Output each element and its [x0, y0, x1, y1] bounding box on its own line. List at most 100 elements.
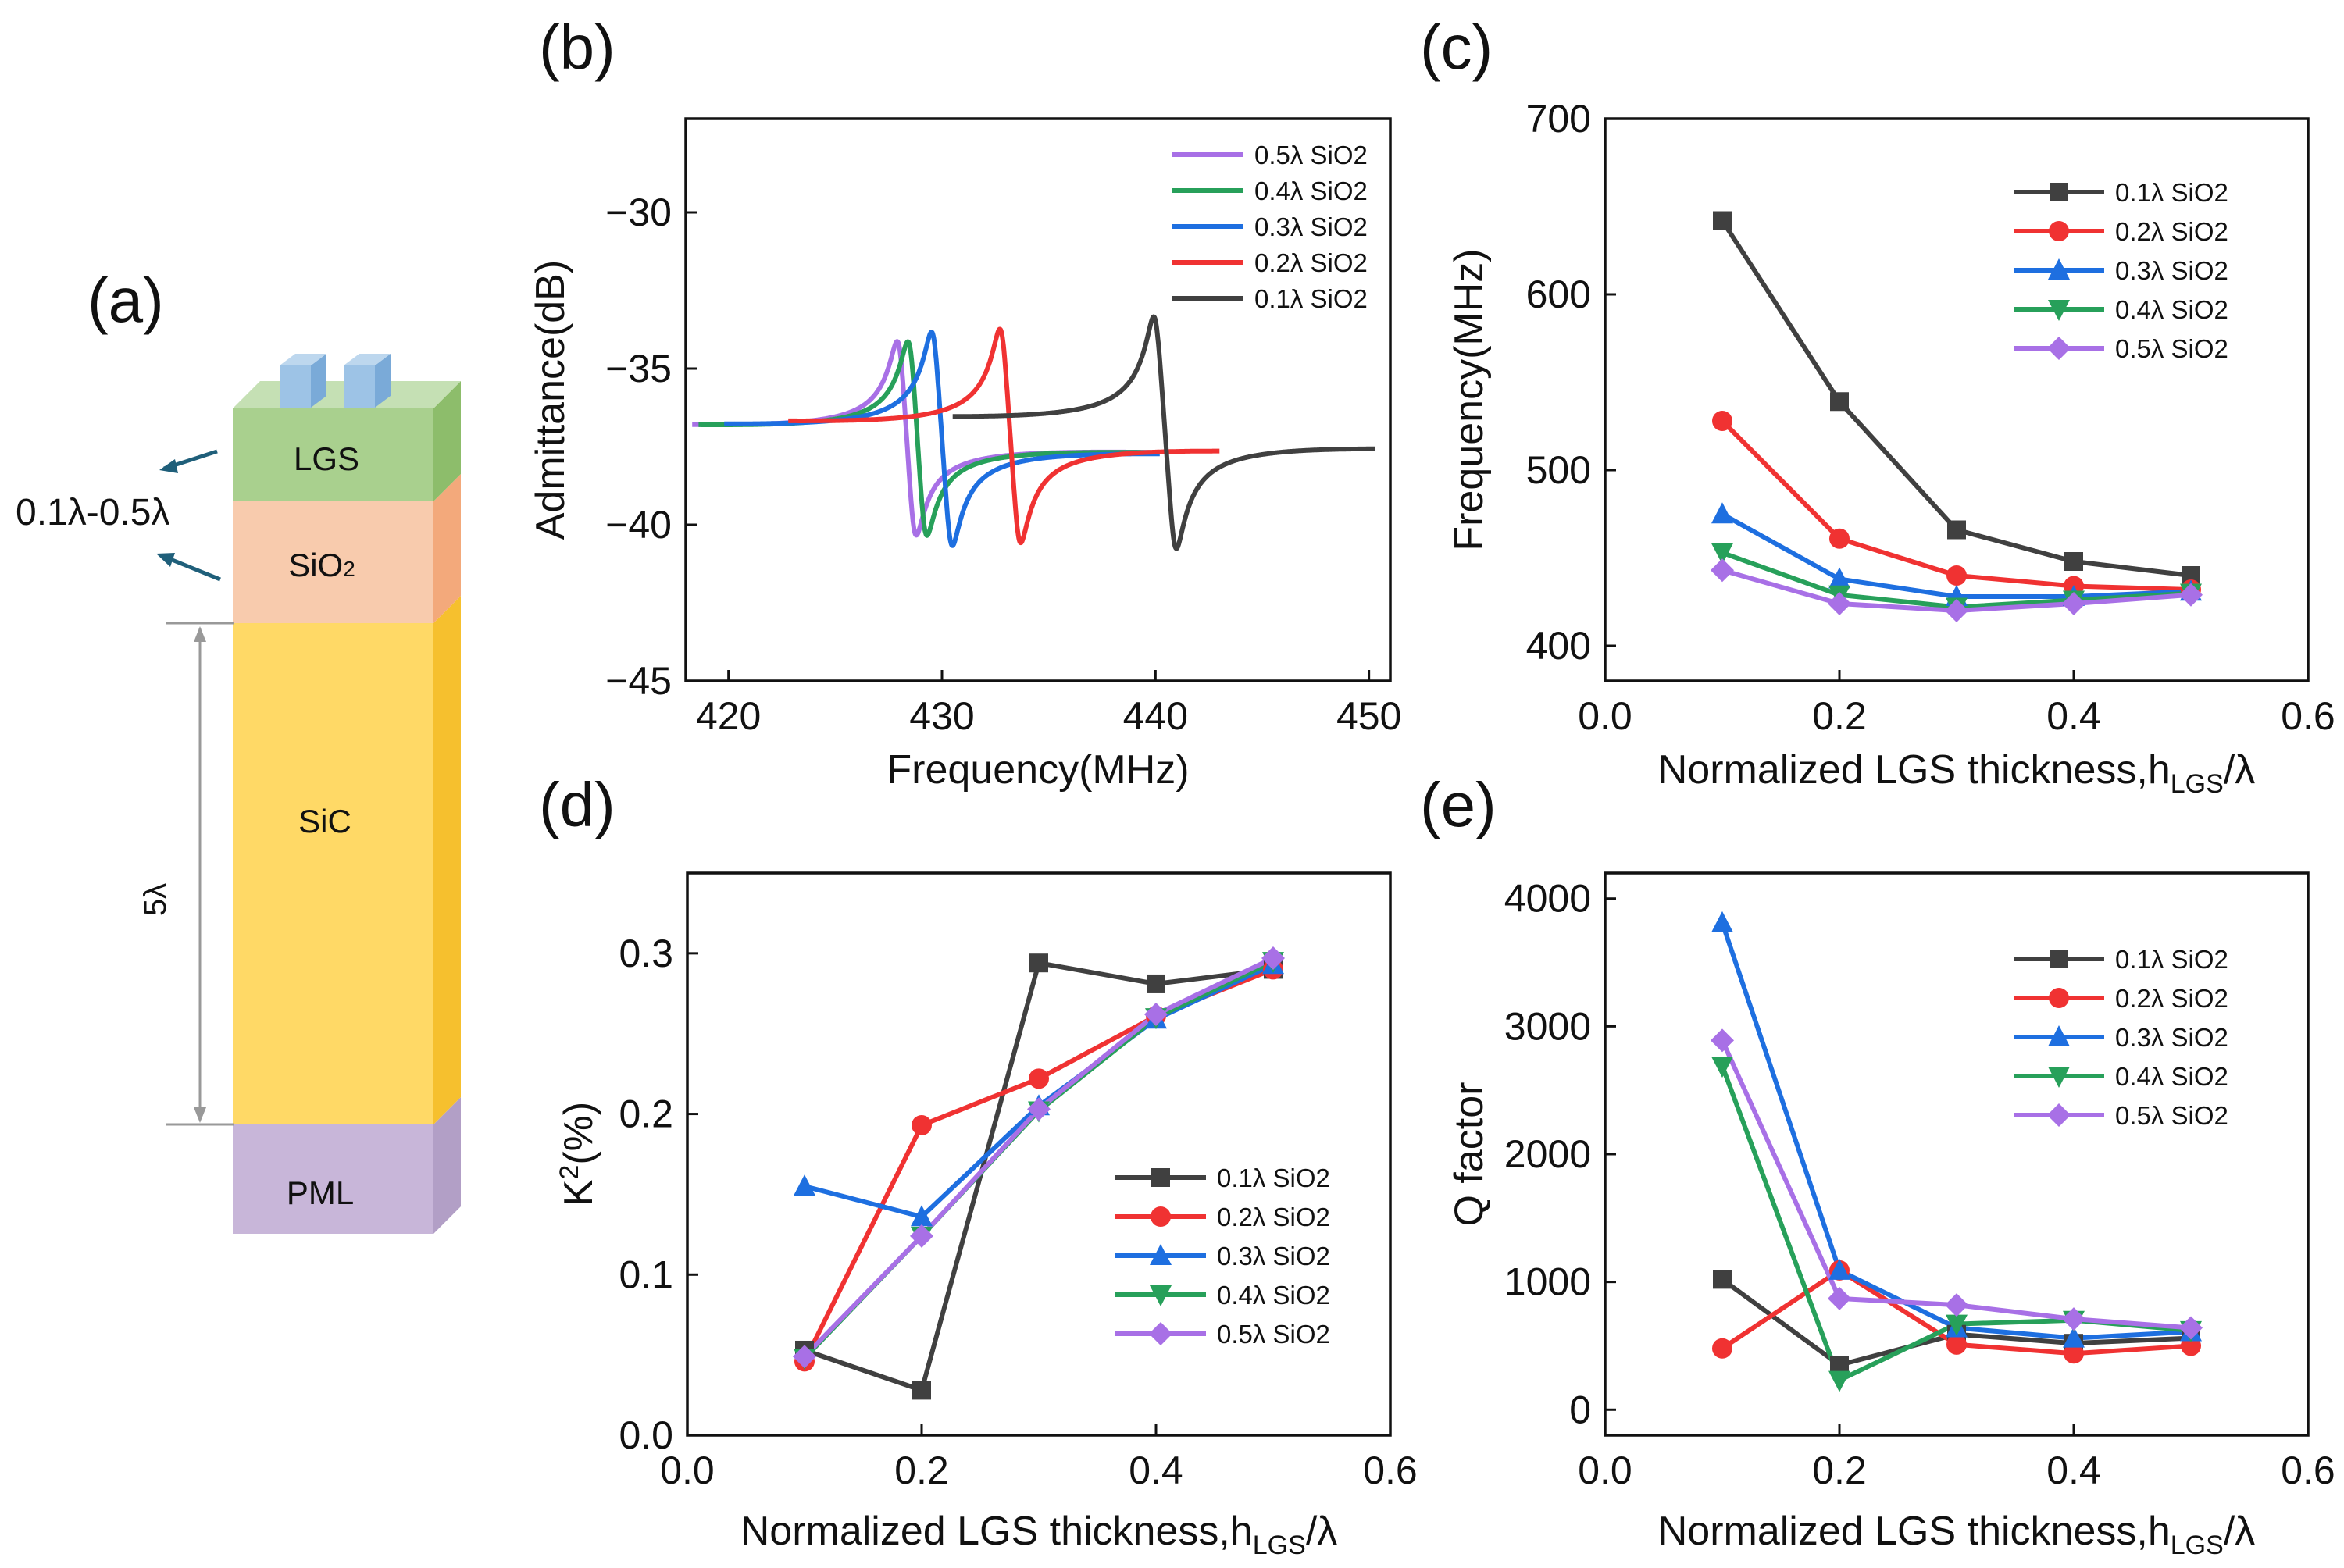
pml-layer-front	[233, 1124, 433, 1234]
plot-area	[690, 314, 1378, 551]
data-point	[1029, 953, 1048, 973]
data-point	[794, 1174, 815, 1196]
series-line	[1720, 419, 2192, 592]
panel-a: (a) PML SiC SiO2 LGS	[16, 265, 461, 1234]
sio2-label: SiO2	[288, 547, 355, 583]
electrode-left	[280, 354, 326, 408]
x-tick-label: 0.0	[1578, 694, 1632, 738]
legend-label: 0.1λ SiO2	[2115, 178, 2228, 207]
y-tick-label: 2000	[1504, 1132, 1591, 1176]
legend-marker	[2049, 988, 2069, 1008]
legend-marker	[2047, 337, 2071, 360]
series-line-0-1-SiO2	[951, 314, 1378, 551]
panel-a-letter: (a)	[87, 265, 164, 335]
legend-marker	[1151, 1168, 1170, 1187]
chart-panels: (b) 420 430 440 450 −30 −35 −40 −45 0.5λ SiO2 0.4λ…	[528, 12, 2335, 1560]
y-axis-label: K2(%)	[555, 1102, 601, 1206]
data-point	[912, 1381, 931, 1400]
plot-area	[793, 946, 1285, 1400]
legend-label: 0.1λ SiO2	[1254, 284, 1368, 313]
data-point	[793, 1345, 816, 1369]
x-tick-label: 0.4	[2046, 1449, 2101, 1492]
electrode-right	[344, 354, 391, 408]
legend-label: 0.4λ SiO2	[1254, 176, 1368, 205]
legend-marker	[1149, 1322, 1172, 1345]
sio2-layer-front	[233, 501, 433, 623]
legend-marker	[2050, 950, 2068, 968]
chart-panel-b: (b) 420 430 440 450 −30 −35 −40 −45 0.5λ SiO2 0.4λ…	[528, 12, 1401, 793]
y-axis-label: Q factor	[1447, 1082, 1492, 1227]
data-point	[1711, 911, 1733, 932]
x-axis-label: Normalized LGS thickness,hLGS/λ	[1658, 1509, 2256, 1560]
legend-marker	[2048, 1025, 2070, 1046]
data-point	[1828, 1370, 1850, 1392]
chart-panel-e: (e) 0.0 0.2 0.4 0.6 0 1000 2000 3000 4000 0.1λ SiO…	[1420, 770, 2335, 1560]
legend-label: 0.5λ SiO2	[1217, 1320, 1330, 1349]
data-point	[1711, 1057, 1733, 1078]
data-point	[1713, 1270, 1732, 1289]
x-tick-label: 440	[1123, 694, 1188, 738]
data-point	[1946, 1334, 1967, 1355]
legend-marker	[2050, 183, 2068, 201]
range-arrowhead-top	[159, 459, 178, 473]
legend-label: 0.3λ SiO2	[1254, 212, 1368, 241]
legend-marker	[2048, 300, 2070, 321]
data-point	[1946, 1314, 1968, 1336]
data-point	[912, 1114, 932, 1135]
y-tick-label: 4000	[1504, 877, 1591, 921]
pml-label: PML	[287, 1174, 354, 1211]
y-tick-label: −45	[605, 659, 672, 703]
x-tick-label: 430	[909, 694, 974, 738]
data-point	[1711, 558, 1734, 583]
data-point	[2179, 583, 2203, 607]
legend-marker	[2048, 258, 2070, 280]
legend: 0.1λ SiO2 0.2λ SiO2 0.3λ SiO2 0.4λ SiO2 0.5λ…	[2014, 945, 2228, 1130]
legend-label: 0.3λ SiO2	[2115, 1023, 2228, 1052]
data-point	[910, 1224, 933, 1248]
legend-marker	[1151, 1206, 1171, 1227]
data-point	[2063, 1326, 2085, 1348]
data-point	[1712, 1338, 1732, 1359]
x-tick-label: 0.6	[2281, 1449, 2335, 1492]
legend-marker	[2049, 221, 2069, 241]
legend-label: 0.2λ SiO2	[2115, 217, 2228, 246]
legend-label: 0.2λ SiO2	[2115, 984, 2228, 1013]
legend-label: 0.5λ SiO2	[2115, 1101, 2228, 1130]
data-point	[1711, 502, 1733, 524]
y-tick-label: −30	[605, 191, 672, 234]
plot-frame	[684, 117, 1392, 682]
legend-label: 0.3λ SiO2	[2115, 256, 2228, 285]
legend-label: 0.4λ SiO2	[2115, 1062, 2228, 1091]
plot-area	[1711, 911, 2203, 1392]
y-axis-label: Admittance(dB)	[528, 260, 573, 540]
panel-c-letter: (c)	[1420, 12, 1493, 82]
data-point	[1828, 567, 1850, 589]
series-line-0-2-SiO2	[786, 326, 1222, 546]
data-point	[1829, 528, 1850, 549]
range-label: 0.1λ-0.5λ	[16, 492, 169, 533]
data-point	[1711, 1028, 1734, 1053]
sic-layer-front	[233, 623, 433, 1124]
plot-frame	[1604, 117, 2310, 682]
legend-marker	[1150, 1285, 1172, 1306]
x-tick-label: 0.2	[1812, 694, 1867, 738]
y-tick-label: 700	[1526, 97, 1591, 141]
x-tick-label: 0.0	[1578, 1449, 1632, 1492]
panel-d-letter: (d)	[539, 770, 615, 839]
series-line-0-3-SiO2	[722, 330, 1162, 548]
y-tick-label: 0.2	[619, 1092, 673, 1136]
y-tick-label: 600	[1526, 273, 1591, 316]
y-tick-label: 0.3	[619, 932, 673, 975]
x-tick-label: 0.0	[660, 1449, 715, 1492]
x-axis-label: Frequency(MHz)	[887, 747, 1189, 793]
y-tick-label: 0.1	[619, 1253, 673, 1296]
lgs-layer-side	[433, 381, 461, 501]
lgs-layer-front	[233, 408, 433, 501]
sio2-layer-side	[433, 474, 461, 623]
series-line	[802, 967, 1275, 1363]
x-tick-label: 450	[1336, 694, 1401, 738]
panel-e-letter: (e)	[1420, 770, 1497, 839]
depth-label: 5λ	[138, 883, 173, 916]
legend: 0.1λ SiO2 0.2λ SiO2 0.3λ SiO2 0.4λ SiO2 0.5λ…	[2014, 178, 2228, 363]
